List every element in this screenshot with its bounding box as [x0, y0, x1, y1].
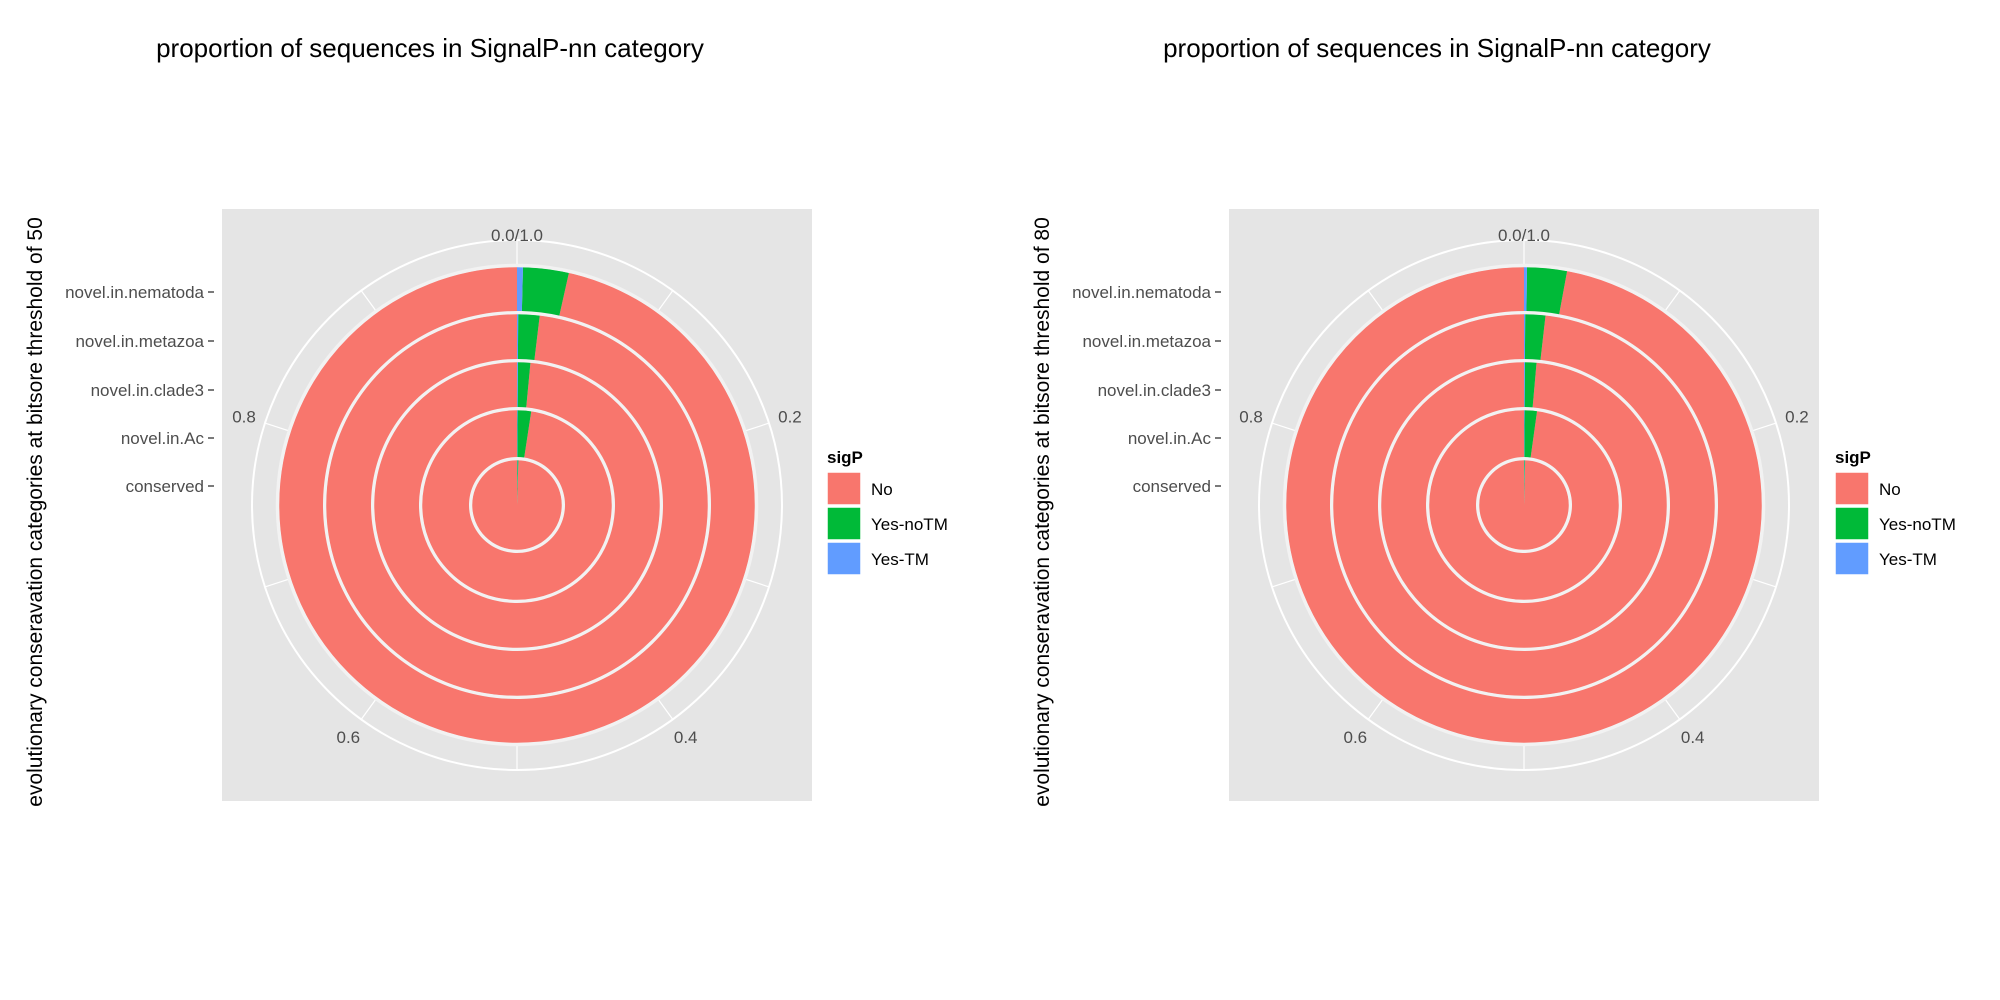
angle-tick-label: 0.2	[778, 407, 802, 426]
bar-novel.in.metazoa-Yes-TM	[517, 314, 519, 360]
angle-tick-label: 0.6	[1343, 728, 1367, 747]
bar-conserved-Yes-noTM	[517, 460, 519, 505]
legend-label: Yes-noTM	[1879, 515, 1956, 534]
ring-separator	[1282, 263, 1766, 747]
bar-novel.in.Ac-Yes-TM	[517, 410, 518, 458]
angle-tick-labels: 0.0/1.0 0.2 0.4 0.6 0.8	[232, 226, 802, 747]
polar-bars	[1282, 263, 1766, 747]
legend-key	[1834, 541, 1870, 576]
bar-novel.in.nematoda-Yes-TM	[517, 267, 523, 312]
angle-tick-label: 0.6	[336, 728, 360, 747]
legend-key	[1834, 471, 1870, 506]
bar-novel.in.clade3-Yes-TM	[517, 362, 518, 408]
y-axis-label: evolutionary conseravation categories at…	[1031, 217, 1054, 807]
bar-novel.in.Ac-No	[1429, 410, 1620, 600]
legend-key	[826, 541, 862, 576]
bar-novel.in.Ac-Yes-noTM	[1524, 410, 1538, 458]
bar-novel.in.metazoa-Yes-noTM	[1524, 314, 1546, 360]
category-label: conserved	[126, 477, 204, 496]
bar-novel.in.clade3-Yes-noTM	[517, 362, 531, 408]
legend-key	[826, 506, 862, 541]
ring-separator	[370, 358, 664, 652]
legend-label: Yes-noTM	[871, 515, 948, 534]
bar-novel.in.nematoda-Yes-noTM	[1526, 267, 1568, 315]
angle-tick-label: 0.4	[1681, 728, 1705, 747]
angle-tick-label: 0.0/1.0	[1498, 226, 1550, 245]
category-label: novel.in.Ac	[121, 429, 205, 448]
angle-tick-label: 0.8	[232, 407, 256, 426]
ring-separator	[275, 263, 759, 747]
bar-novel.in.nematoda-Yes-noTM	[521, 267, 569, 316]
category-axis: conserved novel.in.Ac novel.in.clade3 novel…	[65, 283, 214, 496]
chart-title: proportion of sequences in SignalP-nn ca…	[1163, 33, 1711, 63]
category-axis: conserved novel.in.Ac novel.in.clade3 novel…	[1072, 283, 1221, 496]
bar-novel.in.metazoa-Yes-noTM	[517, 314, 540, 361]
category-label: novel.in.metazoa	[1082, 332, 1211, 351]
ring-separator	[418, 406, 616, 604]
bar-novel.in.clade3-Yes-TM	[1524, 362, 1525, 408]
bar-conserved-Yes-noTM	[1524, 460, 1526, 505]
bar-novel.in.Ac-Yes-noTM	[517, 410, 532, 458]
category-label: novel.in.metazoa	[75, 332, 204, 351]
legend-label: Yes-TM	[1879, 550, 1937, 569]
angle-tick-label: 0.2	[1785, 407, 1809, 426]
bar-novel.in.Ac-No	[421, 410, 612, 600]
ring-separator	[322, 310, 712, 700]
legend-label: No	[1879, 480, 1901, 499]
category-label: novel.in.nematoda	[1072, 283, 1211, 302]
category-label: novel.in.clade3	[1098, 381, 1211, 400]
chart-title: proportion of sequences in SignalP-nn ca…	[156, 33, 704, 63]
ring-separator	[1425, 406, 1623, 604]
chart-panel-2: proportion of sequences in SignalP-nn ca…	[1031, 33, 1956, 807]
category-label: novel.in.Ac	[1128, 429, 1212, 448]
bar-novel.in.clade3-Yes-noTM	[1524, 362, 1537, 408]
chart-panel-1: proportion of sequences in SignalP-nn ca…	[24, 33, 948, 807]
legend-label: No	[871, 480, 893, 499]
legend-title: sigP	[1835, 448, 1871, 467]
legend-label: Yes-TM	[871, 550, 929, 569]
bar-conserved-No	[471, 460, 562, 551]
bar-novel.in.clade3-No	[373, 361, 660, 648]
polar-bars	[275, 263, 759, 747]
category-label: conserved	[1133, 477, 1211, 496]
ring-separator	[1329, 310, 1719, 700]
legend-key	[1834, 506, 1870, 541]
legend-key	[826, 471, 862, 506]
ring-separator	[468, 456, 566, 554]
category-label: novel.in.clade3	[91, 381, 204, 400]
angle-tick-label: 0.8	[1239, 407, 1263, 426]
ring-separator	[1475, 456, 1573, 554]
bar-novel.in.Ac-Yes-TM	[1524, 410, 1525, 458]
bar-novel.in.metazoa-Yes-TM	[1524, 314, 1526, 360]
bar-novel.in.clade3-No	[1380, 362, 1667, 648]
angle-tick-label: 0.0/1.0	[491, 226, 543, 245]
bar-conserved-No	[1478, 460, 1569, 550]
category-label: novel.in.nematoda	[65, 283, 204, 302]
legend: sigP No Yes-noTM Yes-TM	[1834, 448, 1956, 576]
y-axis-label: evolutionary conseravation categories at…	[24, 217, 47, 807]
legend: sigP No Yes-noTM Yes-TM	[826, 448, 948, 576]
legend-title: sigP	[827, 448, 863, 467]
angle-tick-labels: 0.0/1.0 0.2 0.4 0.6 0.8	[1239, 226, 1809, 747]
bar-novel.in.nematoda-Yes-TM	[1524, 267, 1527, 312]
ring-separator	[1377, 358, 1671, 652]
angle-tick-label: 0.4	[674, 728, 698, 747]
